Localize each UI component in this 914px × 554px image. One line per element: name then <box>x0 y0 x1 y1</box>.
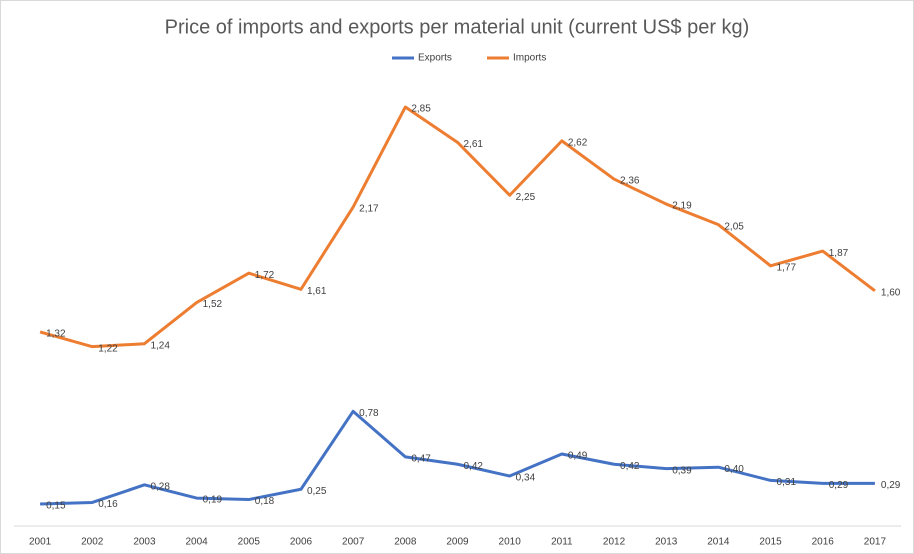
series-line <box>40 409 875 506</box>
data-label: 2,19 <box>672 201 692 212</box>
legend-label: Exports <box>418 53 452 64</box>
data-label: 1,72 <box>255 270 275 281</box>
data-label: 0,15 <box>46 501 66 512</box>
x-tick-label: 2016 <box>812 537 835 548</box>
data-label: 0,25 <box>307 486 327 497</box>
data-label: 0,39 <box>672 465 692 476</box>
legend-label: Imports <box>513 53 546 64</box>
data-label: 1,24 <box>150 340 170 351</box>
data-label: 2,62 <box>568 138 588 149</box>
x-tick-label: 2010 <box>499 537 522 548</box>
data-label: 0,34 <box>516 473 536 484</box>
data-label: 1,60 <box>881 287 901 298</box>
series-line <box>39 105 876 349</box>
x-tick-label: 2007 <box>342 537 365 548</box>
x-tick-label: 2002 <box>81 537 104 548</box>
data-label: 0,42 <box>620 461 640 472</box>
x-tick-label: 2017 <box>864 537 887 548</box>
data-label: 1,87 <box>829 248 849 259</box>
data-label: 0,16 <box>98 499 118 510</box>
data-label: 2,05 <box>724 221 744 232</box>
x-tick-label: 2008 <box>394 537 417 548</box>
data-label: 0,29 <box>829 480 849 491</box>
data-label: 2,36 <box>620 176 640 187</box>
data-label: 2,61 <box>464 139 484 150</box>
x-tick-label: 2009 <box>446 537 469 548</box>
x-tick-label: 2005 <box>238 537 261 548</box>
data-label: 0,18 <box>255 496 275 507</box>
data-label: 1,77 <box>777 262 797 273</box>
x-tick-label: 2014 <box>707 537 730 548</box>
data-label: 0,19 <box>203 495 223 506</box>
chart-title: Price of imports and exports per materia… <box>165 16 750 38</box>
x-tick-label: 2012 <box>603 537 626 548</box>
data-label: 1,32 <box>46 329 66 340</box>
data-label: 0,31 <box>777 477 797 488</box>
data-label: 1,22 <box>98 343 118 354</box>
x-tick-label: 2003 <box>133 537 156 548</box>
data-label: 2,25 <box>516 192 536 203</box>
data-label: 0,78 <box>359 408 379 419</box>
x-tick-label: 2001 <box>29 537 52 548</box>
data-label: 0,49 <box>568 451 588 462</box>
data-label: 2,85 <box>411 104 431 115</box>
x-tick-label: 2013 <box>655 537 678 548</box>
data-label: 1,52 <box>203 299 223 310</box>
data-label: 0,40 <box>724 464 744 475</box>
data-label: 0,28 <box>150 481 170 492</box>
x-tick-label: 2004 <box>185 537 208 548</box>
data-label: 0,29 <box>881 480 901 491</box>
x-tick-label: 2006 <box>290 537 313 548</box>
data-label: 0,47 <box>411 454 431 465</box>
data-label: 0,42 <box>464 461 484 472</box>
data-label: 2,17 <box>359 204 379 215</box>
data-label: 1,61 <box>307 286 327 297</box>
x-tick-label: 2011 <box>551 537 573 548</box>
x-tick-label: 2015 <box>759 537 782 548</box>
